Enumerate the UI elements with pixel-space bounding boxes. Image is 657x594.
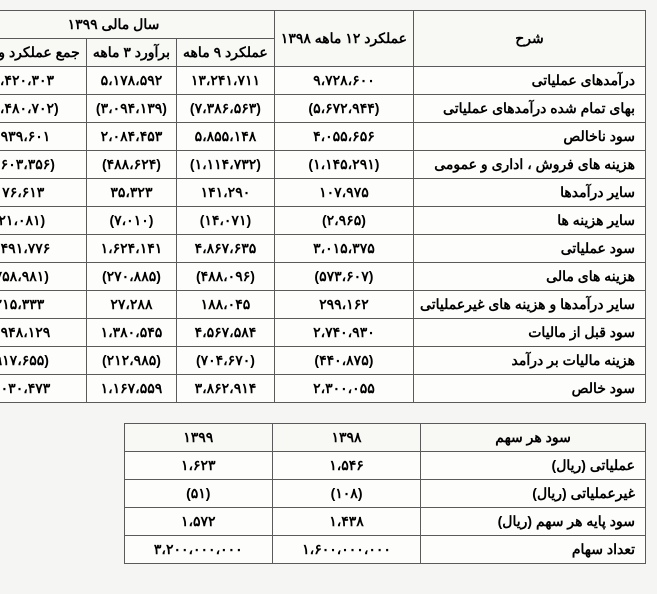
cell-perf9: ۱۸۸،۰۴۵ <box>178 291 276 319</box>
cell-est3: ۵،۱۷۸،۵۹۲ <box>87 67 177 95</box>
cell-1399: (۵۱) <box>125 480 273 508</box>
cell-perf9: ۴،۸۶۷،۶۳۵ <box>178 235 276 263</box>
cell-perf12: (۵۷۳،۶۰۷) <box>275 263 414 291</box>
col-perf9: عملکرد ۹ ماهه <box>178 39 276 67</box>
cell-1398: ۱،۵۴۶ <box>273 452 421 480</box>
cell-perf12: (۵،۶۷۲،۹۴۴) <box>275 95 414 123</box>
col-est3: برآورد ۳ ماهه <box>87 39 177 67</box>
table-row: غیرعملیاتی (ریال)(۱۰۸)(۵۱) <box>125 480 646 508</box>
table-row: تعداد سهام۱،۶۰۰،۰۰۰،۰۰۰۳،۲۰۰،۰۰۰،۰۰۰ <box>125 536 646 564</box>
cell-1398: ۱،۴۳۸ <box>273 508 421 536</box>
cell-1398: (۱۰۸) <box>273 480 421 508</box>
cell-perf9: (۴۸۸،۰۹۶) <box>178 263 276 291</box>
row-label: عملیاتی (ریال) <box>422 452 647 480</box>
row-label: هزینه مالیات بر درآمد <box>415 347 647 375</box>
table-row: سود پایه هر سهم (ریال)۱،۴۳۸۱،۵۷۲ <box>125 508 646 536</box>
table-row: عملیاتی (ریال)۱،۵۴۶۱،۶۲۳ <box>125 452 646 480</box>
col-1398: ۱۳۹۸ <box>273 424 421 452</box>
table-row: سایر هزینه ها(۲،۹۶۵)(۱۴،۰۷۱)(۷،۰۱۰)(۲۱،۰… <box>0 207 647 235</box>
cell-sum: ۷،۹۳۹،۶۰۱ <box>0 123 87 151</box>
cell-sum: (۹۱۷،۶۵۵) <box>0 347 87 375</box>
cell-perf9: ۴،۵۶۷،۵۸۴ <box>178 319 276 347</box>
table-row: درآمدهای عملیاتی۹،۷۲۸،۶۰۰۱۳،۲۴۱،۷۱۱۵،۱۷۸… <box>0 67 647 95</box>
row-label: سایر هزینه ها <box>415 207 647 235</box>
cell-est3: ۱،۳۸۰،۵۴۵ <box>87 319 177 347</box>
cell-sum: (۱،۶۰۳،۳۵۶) <box>0 151 87 179</box>
cell-perf12: (۴۴۰،۸۷۵) <box>275 347 414 375</box>
col-perf12: عملکرد ۱۲ ماهه ۱۳۹۸ <box>275 11 414 67</box>
cell-sum: ۱۸،۴۲۰،۳۰۳ <box>0 67 87 95</box>
cell-est3: (۲۷۰،۸۸۵) <box>87 263 177 291</box>
cell-1399: ۱،۵۷۲ <box>125 508 273 536</box>
cell-perf9: ۱۳،۲۴۱،۷۱۱ <box>178 67 276 95</box>
cell-perf9: ۱۴۱،۲۹۰ <box>178 179 276 207</box>
cell-est3: (۲۱۲،۹۸۵) <box>87 347 177 375</box>
cell-perf12: ۲،۷۴۰،۹۳۰ <box>275 319 414 347</box>
cell-perf9: (۱،۱۱۴،۷۳۲) <box>178 151 276 179</box>
table-row: سود خالص۲،۳۰۰،۰۵۵۳،۸۶۲،۹۱۴۱،۱۶۷،۵۵۹۵،۰۳۰… <box>0 375 647 403</box>
cell-perf9: ۳،۸۶۲،۹۱۴ <box>178 375 276 403</box>
col-1399: ۱۳۹۹ <box>125 424 273 452</box>
cell-sum: ۵،۰۳۰،۴۷۳ <box>0 375 87 403</box>
cell-perf9: ۵،۸۵۵،۱۴۸ <box>178 123 276 151</box>
row-label: سود عملیاتی <box>415 235 647 263</box>
row-label: هزینه های مالی <box>415 263 647 291</box>
cell-est3: ۲۷،۲۸۸ <box>87 291 177 319</box>
table-row: بهای تمام شده درآمدهای عملیاتی(۵،۶۷۲،۹۴۴… <box>0 95 647 123</box>
row-label: سود خالص <box>415 375 647 403</box>
cell-1399: ۱،۶۲۳ <box>125 452 273 480</box>
col-sum: جمع عملکرد و برآورد <box>0 39 87 67</box>
cell-perf12: ۴،۰۵۵،۶۵۶ <box>275 123 414 151</box>
row-label: سایر درآمدها و هزینه های غیرعملیاتی <box>415 291 647 319</box>
cell-est3: (۴۸۸،۶۲۴) <box>87 151 177 179</box>
table-row: هزینه های مالی(۵۷۳،۶۰۷)(۴۸۸،۰۹۶)(۲۷۰،۸۸۵… <box>0 263 647 291</box>
row-label: بهای تمام شده درآمدهای عملیاتی <box>415 95 647 123</box>
table-row: سایر درآمدها و هزینه های غیرعملیاتی۲۹۹،۱… <box>0 291 647 319</box>
cell-perf12: ۳،۰۱۵،۳۷۵ <box>275 235 414 263</box>
table-row: سود عملیاتی۳،۰۱۵،۳۷۵۴،۸۶۷،۶۳۵۱،۶۲۴،۱۴۱۶،… <box>0 235 647 263</box>
table-row: سود قبل از مالیات۲،۷۴۰،۹۳۰۴،۵۶۷،۵۸۴۱،۳۸۰… <box>0 319 647 347</box>
cell-perf12: ۹،۷۲۸،۶۰۰ <box>275 67 414 95</box>
row-label: سود قبل از مالیات <box>415 319 647 347</box>
cell-sum: (۲۱،۰۸۱) <box>0 207 87 235</box>
table-row: هزینه مالیات بر درآمد(۴۴۰،۸۷۵)(۷۰۴،۶۷۰)(… <box>0 347 647 375</box>
cell-perf12: ۱۰۷،۹۷۵ <box>275 179 414 207</box>
financial-table-eps: سود هر سهم ۱۳۹۸ ۱۳۹۹ عملیاتی (ریال)۱،۵۴۶… <box>125 423 647 564</box>
cell-perf12: (۱،۱۴۵،۲۹۱) <box>275 151 414 179</box>
cell-sum: (۱۰،۴۸۰،۷۰۲) <box>0 95 87 123</box>
cell-est3: (۳،۰۹۴،۱۳۹) <box>87 95 177 123</box>
row-label: سود پایه هر سهم (ریال) <box>422 508 647 536</box>
row-label: غیرعملیاتی (ریال) <box>422 480 647 508</box>
cell-sum: ۶،۴۹۱،۷۷۶ <box>0 235 87 263</box>
cell-perf9: (۷۰۴،۶۷۰) <box>178 347 276 375</box>
cell-sum: ۲۱۵،۳۳۳ <box>0 291 87 319</box>
cell-1398: ۱،۶۰۰،۰۰۰،۰۰۰ <box>273 536 421 564</box>
cell-est3: ۱،۱۶۷،۵۵۹ <box>87 375 177 403</box>
col-desc: شرح <box>415 11 647 67</box>
col-year1399: سال مالی ۱۳۹۹ <box>0 11 275 39</box>
row-label: سایر درآمدها <box>415 179 647 207</box>
cell-est3: (۷،۰۱۰) <box>87 207 177 235</box>
cell-perf12: (۲،۹۶۵) <box>275 207 414 235</box>
table-row: هزینه های فروش ، اداری و عمومی(۱،۱۴۵،۲۹۱… <box>0 151 647 179</box>
table-row: سایر درآمدها۱۰۷،۹۷۵۱۴۱،۲۹۰۳۵،۳۲۳۱۷۶،۶۱۳ <box>0 179 647 207</box>
row-label: درآمدهای عملیاتی <box>415 67 647 95</box>
cell-est3: ۲،۰۸۴،۴۵۳ <box>87 123 177 151</box>
cell-sum: (۷۵۸،۹۸۱) <box>0 263 87 291</box>
financial-table-main: شرح عملکرد ۱۲ ماهه ۱۳۹۸ سال مالی ۱۳۹۹ عم… <box>0 10 647 403</box>
table-row: سود ناخالص۴،۰۵۵،۶۵۶۵،۸۵۵،۱۴۸۲،۰۸۴،۴۵۳۷،۹… <box>0 123 647 151</box>
cell-sum: ۱۷۶،۶۱۳ <box>0 179 87 207</box>
row-label: تعداد سهام <box>422 536 647 564</box>
cell-est3: ۳۵،۳۲۳ <box>87 179 177 207</box>
cell-perf9: (۱۴،۰۷۱) <box>178 207 276 235</box>
cell-est3: ۱،۶۲۴،۱۴۱ <box>87 235 177 263</box>
row-label: سود ناخالص <box>415 123 647 151</box>
cell-1399: ۳،۲۰۰،۰۰۰،۰۰۰ <box>125 536 273 564</box>
cell-perf9: (۷،۳۸۶،۵۶۳) <box>178 95 276 123</box>
cell-perf12: ۲،۳۰۰،۰۵۵ <box>275 375 414 403</box>
cell-perf12: ۲۹۹،۱۶۲ <box>275 291 414 319</box>
col-eps: سود هر سهم <box>422 424 647 452</box>
row-label: هزینه های فروش ، اداری و عمومی <box>415 151 647 179</box>
cell-sum: ۵،۹۴۸،۱۲۹ <box>0 319 87 347</box>
